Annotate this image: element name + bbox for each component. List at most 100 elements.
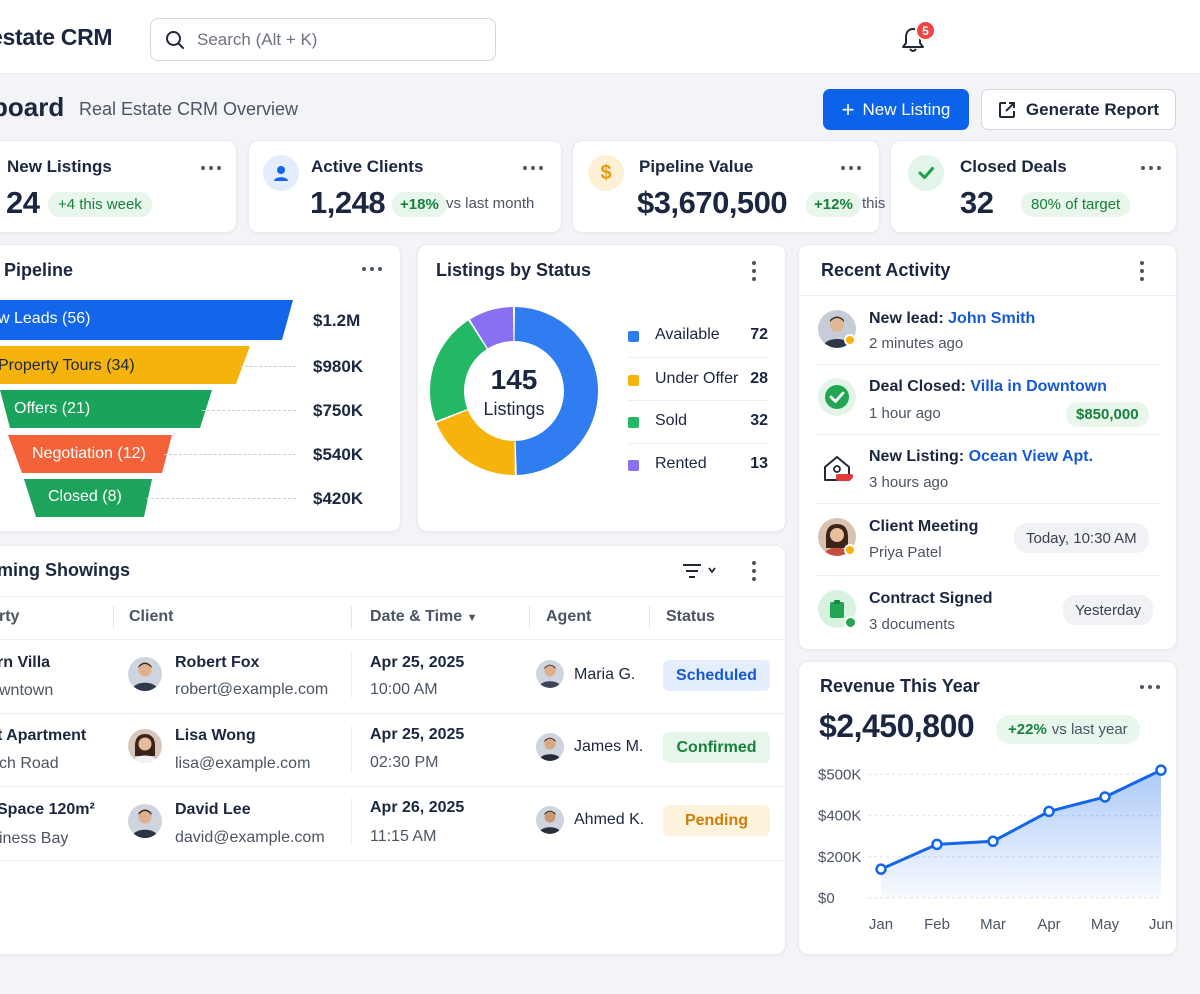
donut-slice-under-offer xyxy=(436,410,515,475)
activity-subtitle: Priya Patel xyxy=(869,544,942,561)
legend-item-sold: Sold 32 xyxy=(628,412,768,432)
more-vertical-icon[interactable] xyxy=(751,561,757,581)
page-subtitle: Real Estate CRM Overview xyxy=(79,99,299,119)
activity-time: 3 hours ago xyxy=(869,474,949,491)
property-location: iness Bay xyxy=(0,830,69,847)
revenue-point-may[interactable] xyxy=(1099,791,1111,803)
activity-item[interactable]: New lead: John Smith 2 minutes ago xyxy=(816,308,1160,358)
x-tick-label: Mar xyxy=(980,916,1006,933)
stat-card-pipeline-value xyxy=(572,140,880,233)
property-name: rn Villa xyxy=(0,654,51,671)
revenue-point-mar[interactable] xyxy=(987,835,999,848)
funnel-value: $1.2M xyxy=(313,311,361,330)
activity-title: Contract Signed xyxy=(869,590,993,607)
funnel-label: Closed (8) xyxy=(48,488,122,505)
new-listing-button[interactable]: + New Listing xyxy=(823,89,969,130)
more-icon[interactable] xyxy=(1141,166,1161,170)
search-icon xyxy=(166,30,184,49)
document-icon xyxy=(818,590,856,628)
filter-icon[interactable] xyxy=(681,561,717,581)
sort-desc-icon: ▼ xyxy=(466,612,478,624)
meeting-time-pill: Today, 10:30 AM xyxy=(1014,523,1149,553)
agent-name: Ahmed K. xyxy=(574,811,645,828)
listings-status-card xyxy=(417,244,786,532)
y-tick-label: $500K xyxy=(818,766,861,783)
activity-item[interactable]: Deal Closed: Villa in Downtown 1 hour ag… xyxy=(816,376,1160,436)
listings-status-title: Listings by Status xyxy=(436,260,592,280)
stat-trend-pill: 80% of target xyxy=(1021,192,1131,217)
activity-link[interactable]: John Smith xyxy=(948,310,1036,327)
property-location: wntown xyxy=(0,682,54,699)
property-name: Space 120m² xyxy=(0,801,95,818)
legend-swatch xyxy=(628,460,639,471)
column-header-status[interactable]: Status xyxy=(666,608,715,625)
avatar xyxy=(818,518,856,556)
more-vertical-icon[interactable] xyxy=(751,261,757,281)
activity-subtitle: 3 documents xyxy=(869,616,955,633)
activity-link[interactable]: Villa in Downtown xyxy=(970,378,1107,395)
listings-donut-chart xyxy=(430,307,599,475)
check-circle-icon xyxy=(818,378,856,416)
x-tick-label: May xyxy=(1091,916,1120,933)
stat-value: 32 xyxy=(960,185,994,220)
donut-slice-sold xyxy=(430,320,487,422)
avatar xyxy=(128,657,162,691)
more-vertical-icon[interactable] xyxy=(1139,261,1145,281)
x-tick-label: Feb xyxy=(924,916,950,933)
showing-date: Apr 25, 2025 xyxy=(370,654,465,671)
search-box[interactable] xyxy=(150,18,496,61)
search-input[interactable] xyxy=(197,29,477,50)
status-badge: Scheduled xyxy=(663,660,770,691)
brand-title: estate CRM xyxy=(0,24,113,50)
new-listing-label: New Listing xyxy=(862,99,951,119)
funnel-value: $980K xyxy=(313,357,364,376)
more-icon[interactable] xyxy=(201,166,221,170)
showing-date: Apr 25, 2025 xyxy=(370,726,465,743)
y-tick-label: $0 xyxy=(818,890,835,907)
funnel-label: Negotiation (12) xyxy=(32,445,146,462)
showings-title: ming Showings xyxy=(0,560,130,580)
stat-value: $3,670,500 xyxy=(637,185,788,220)
activity-item[interactable]: Contract Signed 3 documents Yesterday xyxy=(816,588,1160,638)
recent-activity-title: Recent Activity xyxy=(821,260,951,280)
agent-name: Maria G. xyxy=(574,666,636,683)
revenue-point-jan[interactable] xyxy=(875,863,887,875)
stat-label: New Listings xyxy=(7,157,112,176)
stat-trend-pill: +12% xyxy=(806,192,861,217)
more-icon[interactable] xyxy=(362,267,382,271)
client-email: lisa@example.com xyxy=(175,755,311,772)
top-bar: estate CRM 5 xyxy=(0,0,1200,74)
revenue-point-jun[interactable] xyxy=(1155,764,1167,776)
more-icon[interactable] xyxy=(1140,685,1160,689)
donut-slice-available xyxy=(514,307,599,475)
stat-trend-pill: +4 this week xyxy=(48,192,152,217)
column-header-client[interactable]: Client xyxy=(129,608,174,625)
revenue-point-feb[interactable] xyxy=(931,838,943,851)
activity-time: 1 hour ago xyxy=(869,405,941,422)
funnel-stage-offers xyxy=(0,390,212,428)
property-name: t Apartment xyxy=(0,727,87,744)
status-badge: Confirmed xyxy=(663,732,770,763)
property-location: ch Road xyxy=(0,755,59,772)
column-header-agent[interactable]: Agent xyxy=(546,608,592,625)
agent-avatar xyxy=(536,660,564,688)
more-icon[interactable] xyxy=(841,166,861,170)
funnel-label: w Leads (56) xyxy=(0,310,91,327)
activity-item[interactable]: Client Meeting Priya Patel Today, 10:30 … xyxy=(816,516,1160,566)
column-header-date-time[interactable]: Date & Time ▼ xyxy=(370,608,478,625)
stat-card-active-clients xyxy=(248,140,562,233)
notification-badge: 5 xyxy=(915,20,936,41)
generate-report-button[interactable]: Generate Report xyxy=(981,89,1176,130)
more-icon[interactable] xyxy=(523,166,543,170)
revenue-value: $2,450,800 xyxy=(819,708,975,744)
column-header-property[interactable]: rty xyxy=(0,608,20,625)
stat-value: 24 xyxy=(6,185,40,220)
external-link-icon xyxy=(998,101,1015,118)
funnel-stage-new-leads xyxy=(0,300,293,340)
activity-link[interactable]: Ocean View Apt. xyxy=(968,448,1094,465)
page-title: board xyxy=(0,92,65,122)
activity-time: 2 minutes ago xyxy=(869,335,964,352)
activity-item[interactable]: New Listing: Ocean View Apt. 3 hours ago xyxy=(816,448,1160,498)
donut-total-label: Listings xyxy=(483,399,545,419)
revenue-point-apr[interactable] xyxy=(1043,805,1055,818)
